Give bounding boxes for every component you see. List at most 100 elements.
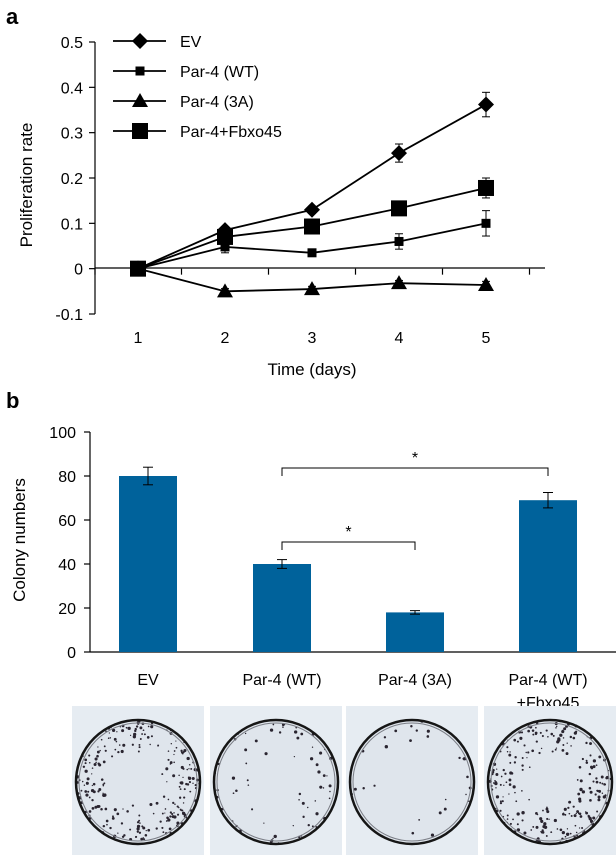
colony-dot: [504, 772, 507, 775]
colony-dot: [578, 765, 582, 769]
colony-dot: [600, 775, 604, 779]
colony-dot: [182, 802, 185, 804]
colony-dot: [415, 729, 418, 732]
colony-dot: [566, 828, 569, 830]
colony-dot: [183, 796, 186, 799]
panel-a-x-ticks: 1 2 3 4 5: [94, 268, 531, 347]
panel-a-y-tick-label: 0.2: [61, 171, 83, 188]
colony-dot: [183, 788, 186, 791]
bar-group: [386, 610, 444, 652]
small-square-marker: [220, 242, 230, 252]
colony-dot: [578, 827, 581, 829]
colony-dot: [96, 754, 99, 758]
colony-dot: [562, 737, 565, 739]
colony-dot: [147, 828, 151, 832]
colony-dot: [85, 781, 89, 785]
colony-dot: [145, 830, 147, 832]
legend-entry: Par-4 (3A): [113, 93, 254, 111]
colony-dot: [302, 815, 305, 818]
colony-dot: [575, 812, 577, 815]
panel-a-x-tick-label: 2: [221, 330, 230, 347]
colony-dot: [589, 799, 592, 802]
colony-dot: [162, 831, 165, 834]
colony-dot: [595, 777, 598, 780]
colony-dot: [123, 834, 126, 837]
colony-dot: [572, 805, 575, 808]
triangle-marker: [391, 275, 407, 290]
colony-dot: [134, 836, 137, 838]
colony-dot: [103, 782, 106, 785]
panel-b-y-axis-title: Colony numbers: [10, 478, 29, 602]
colony-dot: [165, 767, 169, 771]
colony-dot: [143, 838, 146, 841]
bar: [253, 564, 311, 652]
colony-dot: [162, 795, 166, 798]
colony-dot: [306, 806, 309, 809]
colony-dot: [561, 749, 565, 752]
colony-dot: [143, 827, 146, 830]
colony-dot: [244, 748, 248, 752]
colony-dot: [495, 807, 497, 809]
legend-label: Par-4+Fbxo45: [180, 124, 282, 141]
colony-dot: [175, 740, 177, 742]
colony-dot: [180, 810, 183, 812]
colony-dot: [147, 725, 150, 728]
colony-dot: [572, 736, 576, 740]
colony-dot: [322, 787, 325, 789]
colony-dot: [502, 796, 504, 798]
colony-dot: [508, 793, 510, 795]
significance-star: *: [345, 524, 351, 541]
colony-dot: [540, 830, 542, 833]
colony-dot: [509, 771, 513, 775]
colony-dot: [535, 825, 539, 829]
colony-dot: [136, 830, 139, 833]
colony-dot: [552, 734, 555, 737]
panel-a-y-tick-label: 0.3: [61, 126, 83, 143]
colony-dot: [149, 803, 153, 807]
triangle-marker: [304, 281, 320, 296]
colony-dot: [604, 794, 607, 797]
colony-dot: [496, 768, 498, 770]
colony-dot: [557, 737, 561, 741]
colony-dot: [176, 813, 180, 816]
panel-a-y-tick-label: 0: [74, 262, 83, 279]
colony-dot: [499, 783, 502, 786]
colony-dot: [141, 733, 144, 735]
colony-dot: [105, 819, 109, 823]
colony-dot: [322, 774, 326, 777]
colony-dot: [509, 822, 512, 826]
colony-dot: [295, 726, 298, 729]
colony-dot: [542, 809, 544, 812]
legend-label: Par-4 (3A): [180, 94, 254, 111]
colony-dot: [309, 757, 314, 761]
colony-dot: [499, 800, 502, 803]
colony-dot: [561, 830, 565, 835]
colony-dot: [597, 795, 601, 799]
colony-dot: [232, 792, 235, 795]
colony-dot: [501, 800, 504, 803]
colony-dot: [235, 789, 238, 793]
colony-dot: [144, 833, 148, 837]
colony-dot: [92, 782, 96, 786]
panel-a-line-chart: a Proliferation rate Time (days) -0.1 0 0.…: [6, 4, 545, 379]
colony-dot: [113, 808, 117, 812]
panel-b-y-tick-label: 20: [58, 601, 76, 618]
colony-dot: [194, 783, 197, 787]
panel-b-y-tick-label: 100: [49, 425, 76, 442]
colony-dot: [93, 763, 97, 767]
colony-dot: [589, 790, 593, 794]
colony-dot: [574, 824, 577, 827]
colony-dot: [521, 768, 524, 771]
colony-dot: [562, 744, 565, 747]
colony-dot: [595, 764, 598, 767]
colony-dot: [547, 735, 549, 738]
colony-dot: [142, 837, 145, 839]
colony-dot: [178, 774, 180, 777]
colony-dot: [555, 725, 558, 728]
colony-dot: [383, 736, 387, 739]
colony-dot: [539, 731, 542, 734]
colony-dot: [601, 782, 604, 785]
colony-dot: [293, 730, 298, 734]
colony-dot: [168, 827, 172, 831]
colony-dot: [122, 743, 126, 747]
